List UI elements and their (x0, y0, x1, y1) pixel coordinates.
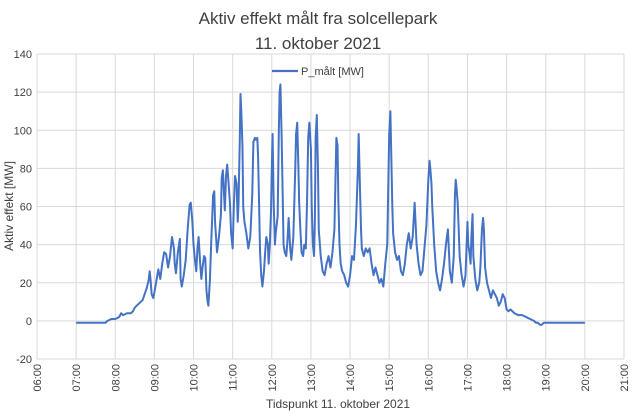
x-tick-label: 20:00 (580, 364, 592, 392)
x-tick-label: 19:00 (541, 364, 553, 392)
y-tick-label: 120 (14, 87, 32, 99)
x-tick-label: 08:00 (110, 364, 122, 392)
x-tick-label: 09:00 (149, 364, 161, 392)
series-line-p-malt (76, 83, 585, 326)
x-axis-title: Tidspunkt 11. oktober 2021 (266, 397, 410, 411)
y-tick-label: 140 (14, 49, 32, 61)
x-tick-label: 16:00 (423, 364, 435, 392)
x-tick-label: 15:00 (384, 364, 396, 392)
y-tick-label: 40 (20, 240, 32, 252)
x-tick-label: 13:00 (306, 364, 318, 392)
x-tick-label: 14:00 (345, 364, 357, 392)
y-tick-label: 20 (20, 278, 32, 290)
legend-label: P_målt [MW] (301, 66, 364, 78)
y-tick-label: -20 (16, 354, 32, 366)
x-tick-label: 12:00 (267, 364, 279, 392)
x-axis-ticks: 06:00 07:00 08:00 09:00 10:00 11:00 12:00 13:00… (32, 364, 631, 392)
x-tick-label: 11:00 (228, 364, 240, 391)
x-tick-label: 21:00 (619, 364, 631, 392)
x-tick-label: 06:00 (32, 364, 44, 392)
y-tick-label: 100 (14, 125, 32, 137)
y-axis-ticks: -20 0 20 40 60 80 100 120 140 (14, 49, 32, 366)
series-layer (76, 83, 585, 326)
y-tick-label: 0 (26, 316, 32, 328)
chart-title-line2: 11. oktober 2021 (255, 34, 381, 53)
x-tick-label: 07:00 (71, 364, 83, 392)
legend: P_målt [MW] (272, 66, 364, 78)
x-tick-label: 17:00 (462, 364, 474, 392)
y-axis-title: Aktiv effekt [MW] (2, 161, 16, 251)
y-tick-label: 60 (20, 202, 32, 214)
x-tick-label: 18:00 (502, 364, 514, 392)
chart-title-line1: Aktiv effekt målt fra solcellepark (199, 9, 438, 28)
y-tick-label: 80 (20, 163, 32, 175)
x-tick-label: 10:00 (189, 364, 201, 392)
